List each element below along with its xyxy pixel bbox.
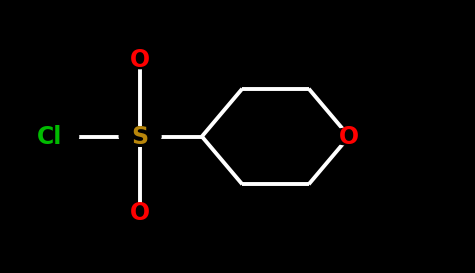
Text: O: O [339, 124, 359, 149]
Text: S: S [132, 124, 149, 149]
Ellipse shape [331, 128, 368, 145]
Text: Cl: Cl [37, 124, 63, 149]
Ellipse shape [122, 204, 158, 222]
Text: O: O [130, 201, 150, 225]
Ellipse shape [21, 123, 78, 150]
Text: O: O [130, 48, 150, 72]
Ellipse shape [119, 127, 161, 146]
Ellipse shape [122, 51, 158, 69]
